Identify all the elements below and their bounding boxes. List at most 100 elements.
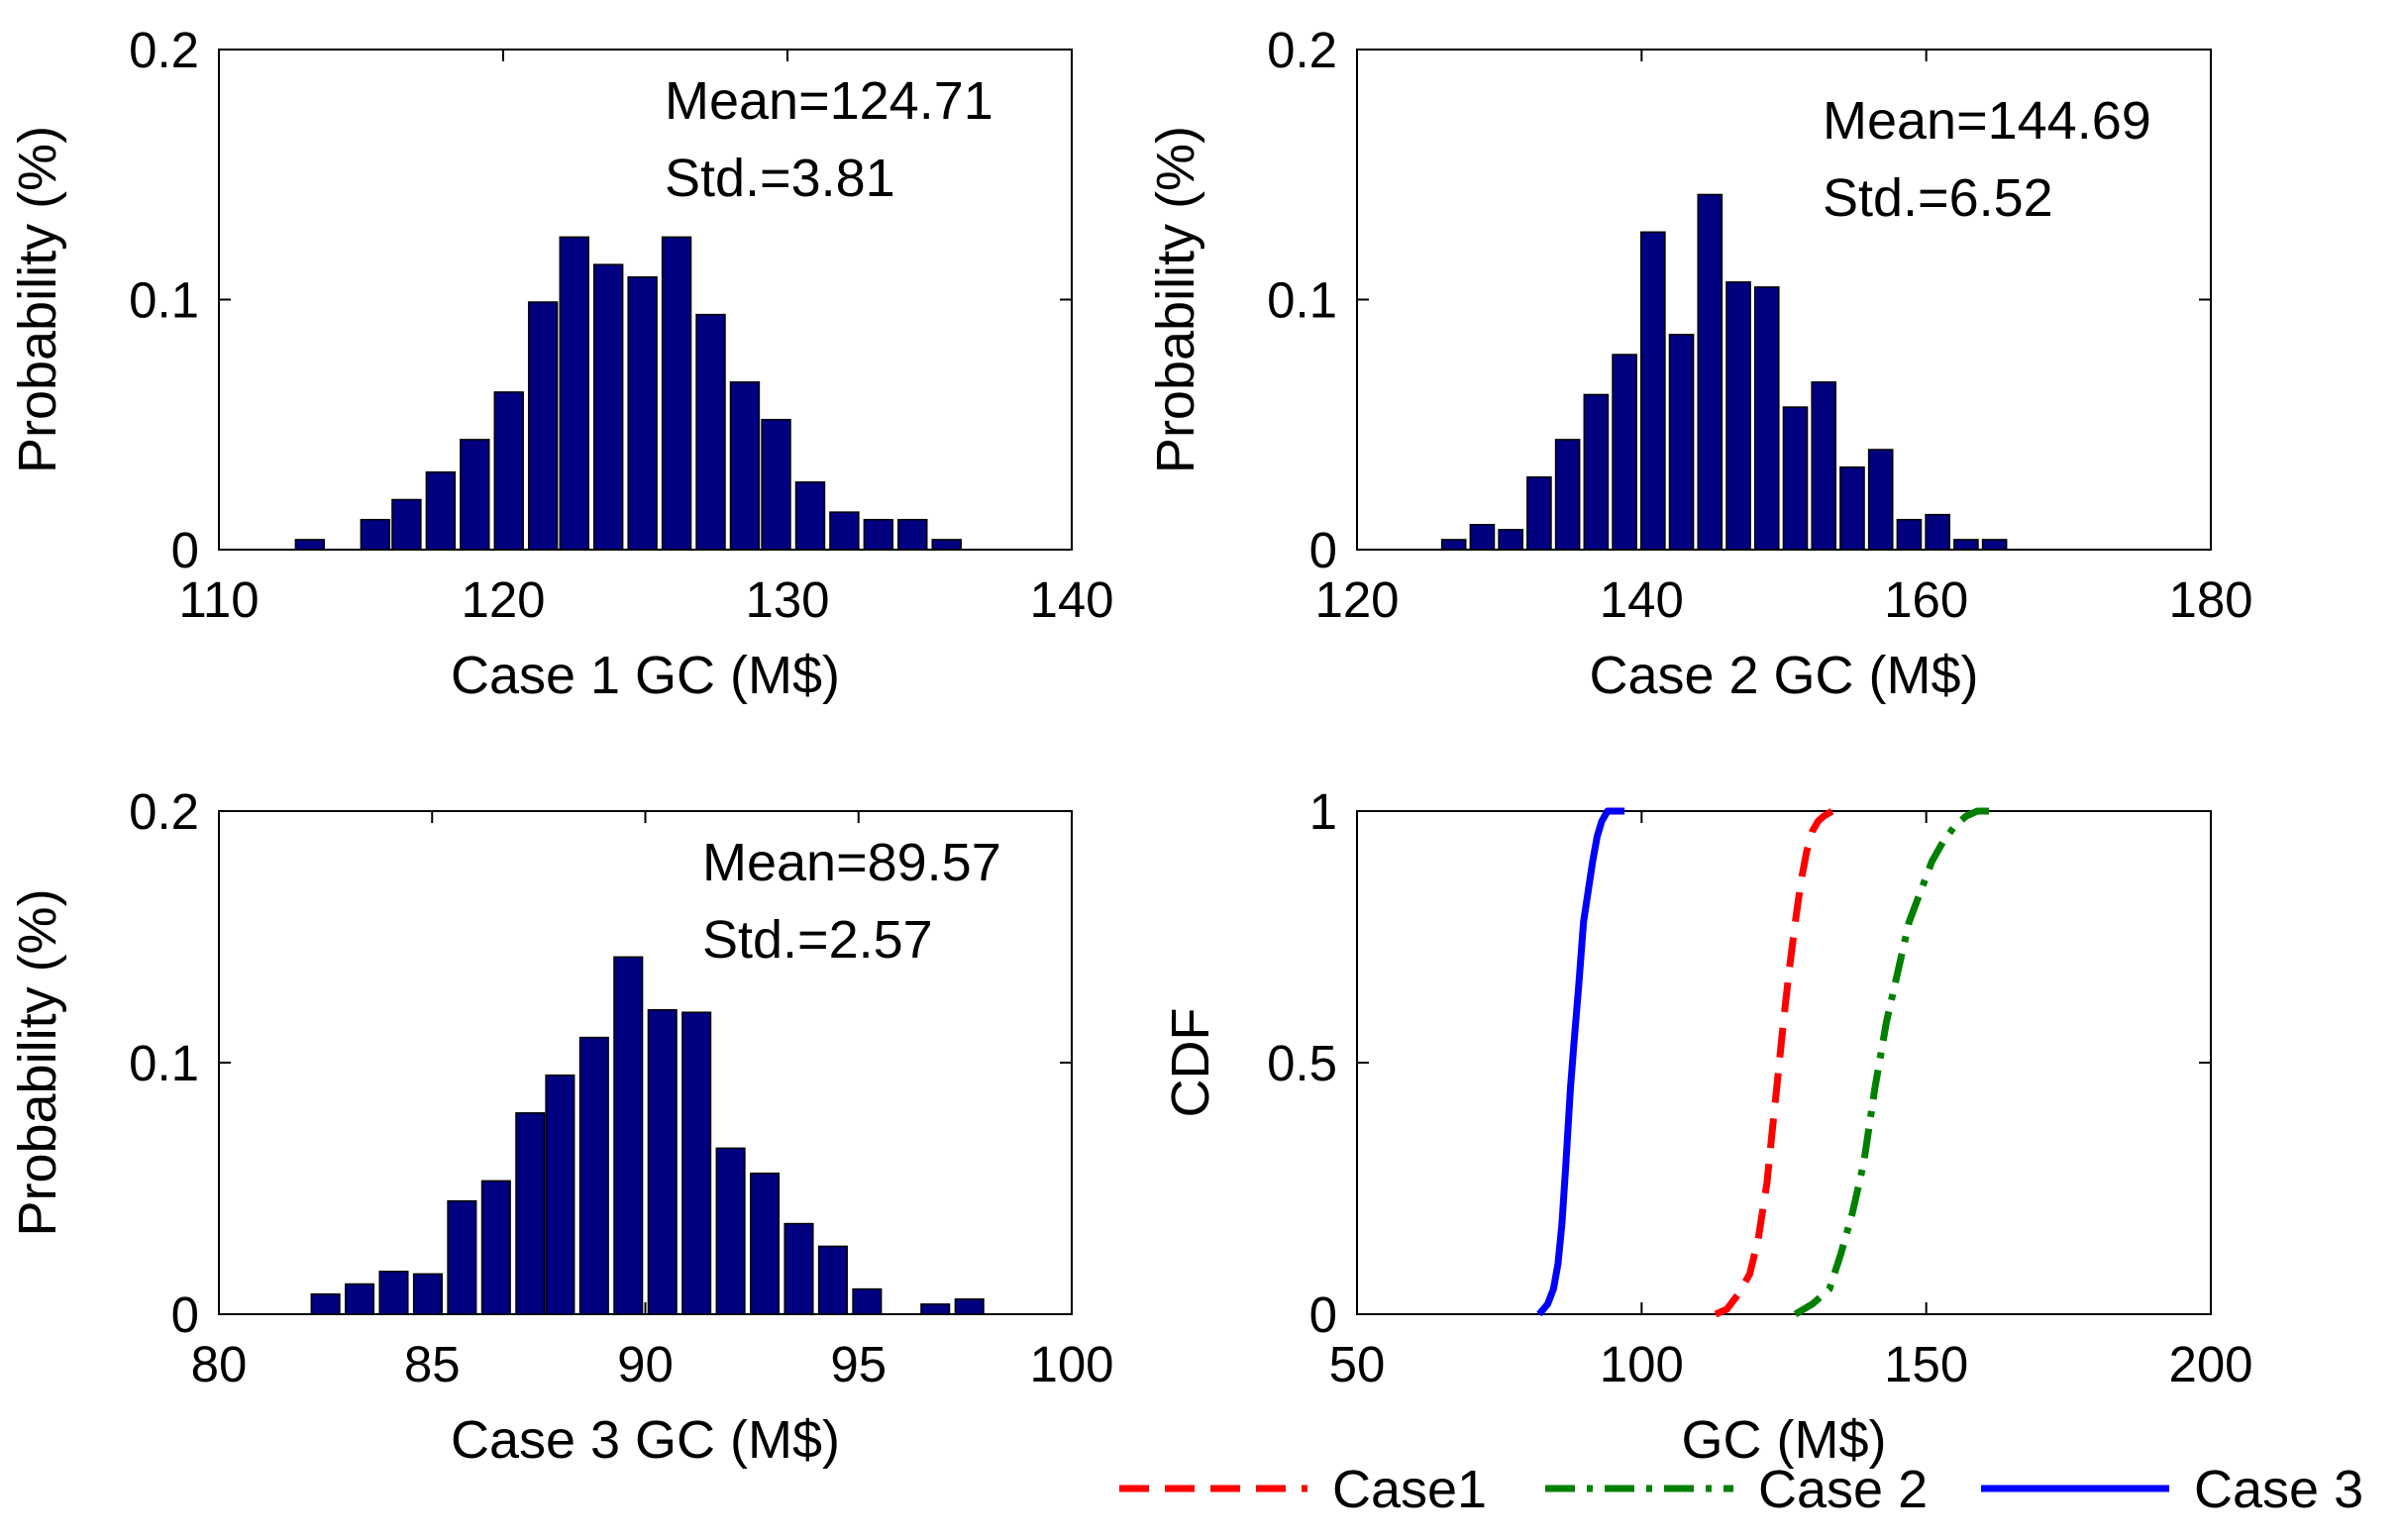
histogram-bar	[578, 1036, 609, 1315]
histogram-bar	[852, 1287, 883, 1315]
histogram-bar	[897, 518, 928, 551]
x-tick-label: 50	[1329, 1336, 1386, 1392]
legend-label-case3: Case 3	[2194, 1460, 2363, 1519]
case3-std-annotation: Std.=2.57	[702, 910, 933, 970]
y-tick-label: 1	[1309, 783, 1337, 840]
histogram-bar	[784, 1222, 814, 1315]
histogram-bar	[1697, 193, 1724, 551]
histogram-bar	[360, 518, 391, 551]
x-tick-label: 95	[830, 1336, 887, 1392]
histogram-bar	[1896, 518, 1923, 551]
x-tick-label: 80	[191, 1336, 248, 1392]
histogram-bar	[1753, 286, 1780, 551]
case3-mean-annotation: Mean=89.57	[702, 833, 1001, 892]
cdf-legend: Case1 Case 2 Case 3	[1119, 1460, 2363, 1519]
histogram-bar	[1612, 354, 1637, 551]
x-tick-label: 90	[617, 1336, 674, 1392]
case1-mean-annotation: Mean=124.71	[665, 71, 993, 131]
histogram-bar	[729, 381, 761, 551]
x-tick-label: 200	[2168, 1336, 2252, 1392]
histogram-bar	[761, 418, 791, 551]
case2-x-axis-label: Case 2 GC (M$)	[1589, 646, 1978, 705]
case1-x-axis-label: Case 1 GC (M$)	[451, 646, 840, 705]
x-tick-label: 160	[1884, 571, 1968, 628]
histogram-bar	[1583, 393, 1610, 551]
x-tick-label: 130	[745, 571, 829, 628]
histogram-bar	[661, 236, 692, 551]
case1-y-axis-label: Probability (%)	[8, 126, 67, 473]
histogram-bar	[493, 391, 524, 551]
histogram-bar	[954, 1298, 985, 1315]
x-tick-label: 100	[1029, 1336, 1113, 1392]
y-tick-label: 0.5	[1267, 1035, 1337, 1091]
histogram-bar	[1668, 334, 1695, 551]
histogram-bar	[412, 1273, 443, 1315]
y-tick-label: 0	[1309, 522, 1337, 578]
case2-ticks: 120 140 160 180 0 0.1 0.2	[1267, 22, 2252, 628]
case2-std-annotation: Std.=6.52	[1823, 168, 2053, 228]
histogram-bar	[1554, 439, 1581, 551]
cdf-plot: 50 100 150 200 0 0.5 1 GC (M$) CDF	[1161, 783, 2253, 1470]
histogram-bar	[460, 439, 490, 551]
y-tick-label: 0.1	[129, 1035, 199, 1091]
y-tick-label: 0	[171, 1286, 199, 1343]
histogram-bar	[1981, 539, 2008, 551]
histogram-bar	[750, 1173, 781, 1315]
histogram-bar	[345, 1283, 375, 1315]
cdf-y-axis-label: CDF	[1161, 1008, 1220, 1118]
y-tick-label: 0.1	[129, 272, 199, 329]
case2-mean-annotation: Mean=144.69	[1823, 91, 2151, 151]
y-tick-label: 0.2	[129, 22, 199, 78]
x-tick-label: 120	[1314, 571, 1399, 628]
histogram-bar	[1498, 529, 1523, 551]
histogram-bar	[627, 276, 658, 551]
histogram-bar	[545, 1074, 575, 1315]
histogram-bar	[294, 539, 326, 551]
cdf-line-case1	[1714, 807, 1841, 1318]
histogram-bar	[592, 263, 624, 551]
histogram-bar	[310, 1292, 341, 1315]
case3-bars	[310, 956, 985, 1315]
histogram-bar	[1953, 539, 1979, 551]
cdf-line-case2	[1793, 807, 1995, 1318]
y-tick-label: 0	[1309, 1286, 1337, 1343]
histogram-bar	[447, 1199, 477, 1315]
case3-x-axis-label: Case 3 GC (M$)	[451, 1410, 840, 1470]
case2-bars	[1440, 193, 2008, 551]
cdf-line-case3	[1536, 807, 1625, 1317]
histogram-bar	[920, 1303, 951, 1315]
case1-ticks: 110 120 130 140 0 0.1 0.2	[129, 22, 1113, 628]
histogram-bar	[1811, 381, 1837, 551]
case1-std-annotation: Std.=3.81	[665, 149, 895, 208]
y-tick-label: 0	[171, 522, 199, 578]
x-tick-label: 110	[178, 571, 259, 628]
histogram-bar	[515, 1112, 546, 1315]
histogram-bar	[681, 1011, 712, 1315]
histogram-bar	[559, 236, 589, 551]
case3-histogram: 80 85 90 95 100 0 0.1 0.2 Case 3 GC (M$) Probab…	[8, 783, 1114, 1470]
histogram-bar	[794, 481, 826, 551]
legend-label-case1: Case1	[1332, 1460, 1487, 1519]
x-tick-label: 140	[1600, 571, 1684, 628]
case3-ticks: 80 85 90 95 100 0 0.1 0.2	[129, 783, 1113, 1392]
cdf-lines	[1536, 807, 1995, 1318]
histogram-bar	[378, 1271, 409, 1315]
histogram-bar	[1839, 465, 1865, 551]
histogram-bar	[1867, 449, 1894, 551]
y-tick-label: 0.1	[1267, 272, 1337, 329]
histogram-bar	[647, 1008, 678, 1315]
x-tick-label: 100	[1600, 1336, 1684, 1392]
histogram-bar	[480, 1180, 511, 1315]
histogram-bar	[829, 511, 860, 551]
histogram-bar	[931, 539, 962, 551]
case2-y-axis-label: Probability (%)	[1146, 126, 1205, 473]
x-tick-label: 150	[1884, 1336, 1968, 1392]
histogram-bar	[1925, 513, 1950, 551]
case3-y-axis-label: Probability (%)	[8, 888, 67, 1236]
x-tick-label: 120	[461, 571, 545, 628]
histogram-bar	[817, 1245, 848, 1315]
cdf-x-axis-label: GC (M$)	[1682, 1410, 1887, 1470]
x-tick-label: 140	[1029, 571, 1113, 628]
